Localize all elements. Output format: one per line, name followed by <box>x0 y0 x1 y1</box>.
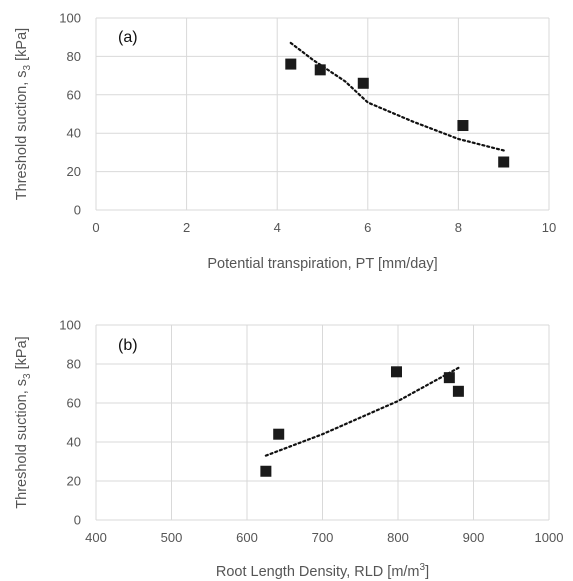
data-point-a-1 <box>314 64 326 76</box>
xtick-label-b-5: 900 <box>463 530 485 545</box>
xtick-label-b-0: 400 <box>85 530 107 545</box>
data-point-a-4 <box>498 156 510 168</box>
data-point-b-4 <box>452 385 464 397</box>
ytick-label-b-4: 80 <box>67 357 81 372</box>
data-point-a-2 <box>357 77 369 89</box>
data-point-a-0 <box>285 58 297 70</box>
ytick-label-a-1: 20 <box>67 164 81 179</box>
ytick-label-b-5: 100 <box>59 318 81 333</box>
x-axis-title-b: Root Length Density, RLD [m/m3] <box>216 562 429 580</box>
data-point-b-2 <box>390 366 402 378</box>
ytick-label-b-0: 0 <box>74 513 81 528</box>
xtick-label-b-1: 500 <box>161 530 183 545</box>
ytick-label-a-5: 100 <box>59 11 81 26</box>
ytick-label-a-3: 60 <box>67 87 81 102</box>
data-point-a-3 <box>457 120 469 132</box>
ytick-label-b-2: 40 <box>67 435 81 450</box>
ytick-label-a-0: 0 <box>74 203 81 218</box>
xtick-label-b-6: 1000 <box>535 530 564 545</box>
data-point-b-3 <box>443 372 455 384</box>
ytick-label-b-3: 60 <box>67 396 81 411</box>
x-axis-title-a: Potential transpiration, PT [mm/day] <box>207 256 437 272</box>
xtick-label-a-2: 4 <box>274 220 281 235</box>
xtick-label-b-2: 600 <box>236 530 258 545</box>
data-point-b-0 <box>260 465 272 477</box>
xtick-label-a-4: 8 <box>455 220 462 235</box>
y-axis-title-b: Threshold suction, s3 [kPa] <box>14 336 33 508</box>
trendline-a <box>289 41 505 152</box>
ytick-label-b-1: 20 <box>67 474 81 489</box>
ytick-label-a-4: 80 <box>67 49 81 64</box>
chart-panel-a: 0 20 40 60 80 100 0 2 4 6 8 10 Potential transpirati… <box>14 11 556 273</box>
xtick-label-a-1: 2 <box>183 220 190 235</box>
trendline-b <box>264 366 460 457</box>
y-axis-title-a: Threshold suction, s3 [kPa] <box>14 28 33 200</box>
xtick-label-a-5: 10 <box>542 220 556 235</box>
data-point-b-1 <box>273 428 285 440</box>
xtick-label-a-0: 0 <box>92 220 99 235</box>
ytick-label-a-2: 40 <box>67 126 81 141</box>
xtick-label-a-3: 6 <box>364 220 371 235</box>
panel-label-b: (b) <box>118 337 138 354</box>
xtick-label-b-4: 800 <box>387 530 409 545</box>
xtick-label-b-3: 700 <box>312 530 334 545</box>
chart-panel-b: 0 20 40 60 80 100 400 500 600 700 800 900 1000 Root L… <box>14 318 563 581</box>
panel-label-a: (a) <box>118 29 138 46</box>
